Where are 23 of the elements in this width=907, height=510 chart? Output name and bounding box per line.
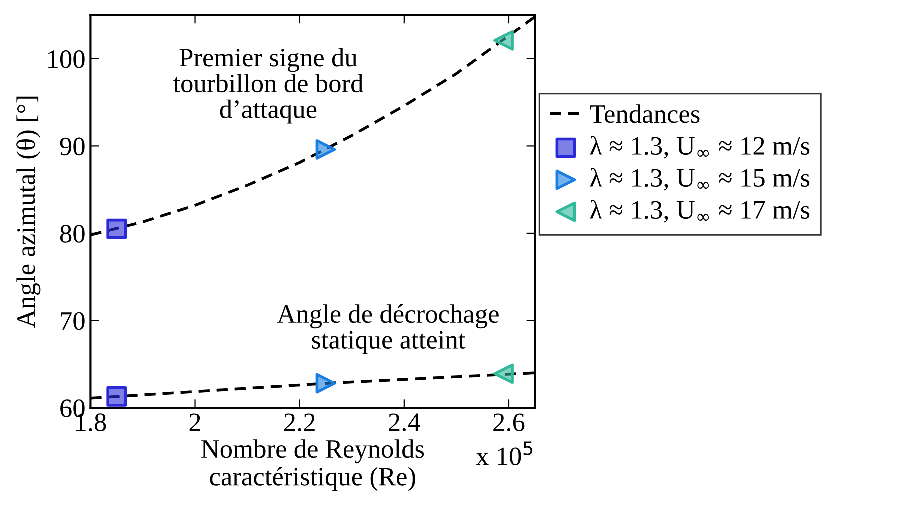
point [316,140,336,160]
y-tick-label: 80 [60,225,85,243]
point [316,373,336,394]
x-tick-label: 2.2 [284,414,315,432]
point [494,364,514,384]
legend-label: λ ≈ 1.3, U$_{∞}$ ≈ 17 m/s [590,200,810,223]
legend-label: λ ≈ 1.3, U$_{∞}$ ≈ 12 m/s [590,136,810,159]
annotation: Premier signe du tourbillon de bord d’attaque [173,48,364,124]
y-tick-label: 100 [48,50,85,68]
annotation: Angle de décrochage statique atteint [277,304,499,354]
y-tick-label: 70 [61,312,85,330]
point [106,386,128,407]
x-axis-title: Nombre de Reynolds caractéristique (Re) [202,440,424,492]
x-tick-label: 2.6 [494,414,525,432]
legend-label: λ ≈ 1.3, U$_{∞}$ ≈ 15 m/s [590,168,810,191]
point [494,30,514,51]
text: x 10$^{5}$ [476,442,533,466]
x-tick-label: 2.4 [389,414,420,432]
x-tick-label: 2 [190,414,200,432]
point [106,218,128,240]
y-axis-title: Angle azimutal (θ) [°] [16,96,41,328]
legend-label: Tendances [590,104,700,124]
y-tick-label: 90 [60,138,85,156]
